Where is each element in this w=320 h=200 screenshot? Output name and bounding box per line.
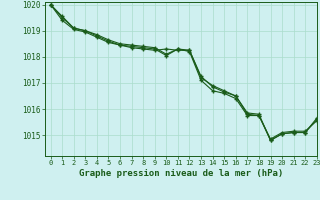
X-axis label: Graphe pression niveau de la mer (hPa): Graphe pression niveau de la mer (hPa) xyxy=(79,169,283,178)
